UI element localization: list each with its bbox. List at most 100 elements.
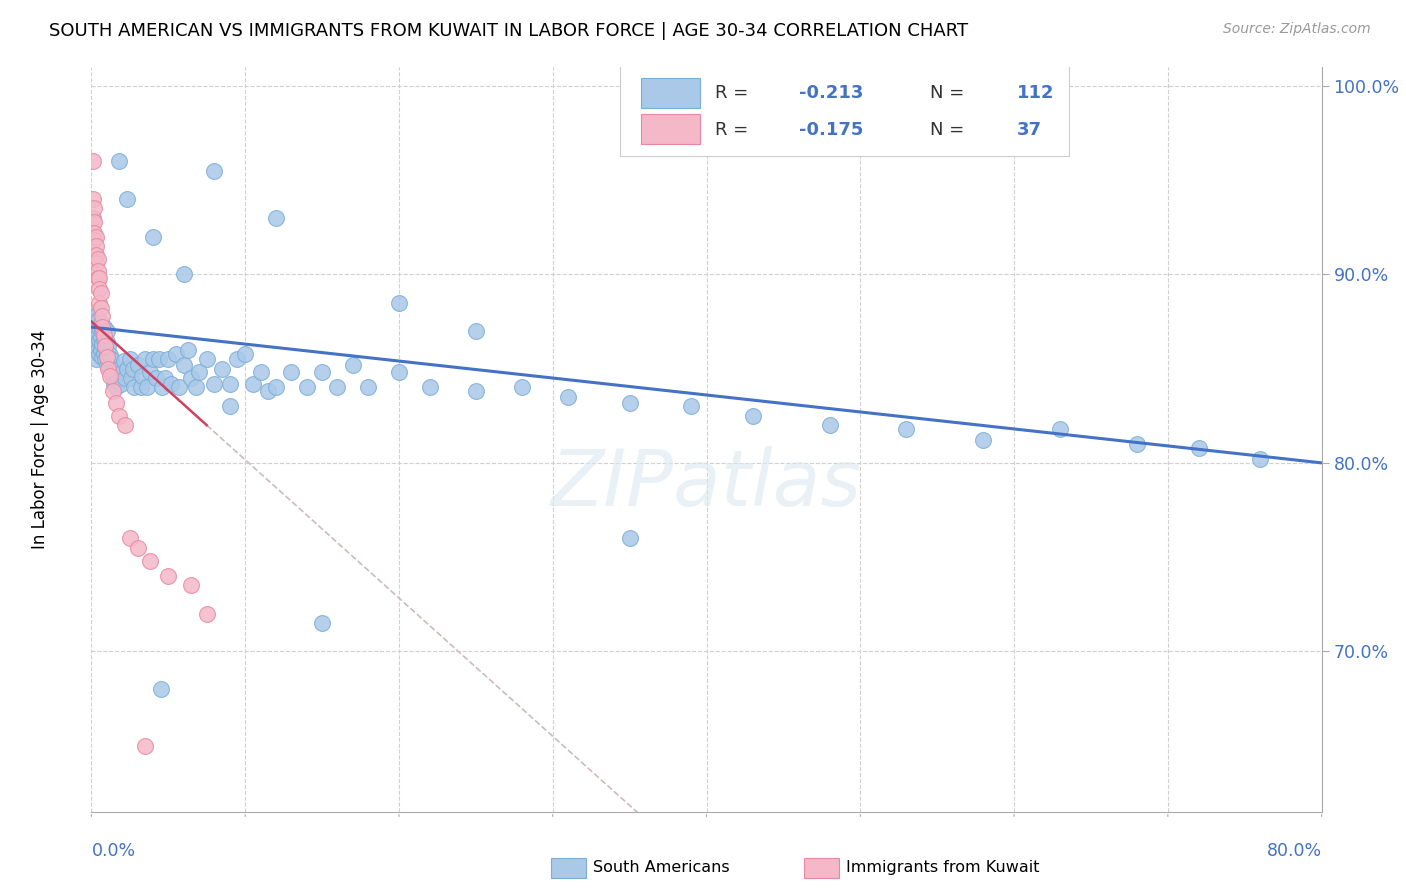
Point xyxy=(257,384,280,399)
Point xyxy=(115,361,138,376)
Point xyxy=(90,343,112,357)
Point xyxy=(896,422,918,436)
Point xyxy=(1049,422,1071,436)
Point xyxy=(87,282,110,296)
Point xyxy=(184,380,207,394)
FancyBboxPatch shape xyxy=(551,858,586,878)
Text: N =: N = xyxy=(931,121,970,139)
Point xyxy=(93,346,115,360)
Text: N =: N = xyxy=(931,84,970,102)
Point xyxy=(741,409,763,423)
Point xyxy=(218,400,240,414)
Point xyxy=(311,365,333,379)
Point xyxy=(120,371,142,385)
Point xyxy=(342,358,364,372)
Point xyxy=(167,380,190,394)
Point xyxy=(510,380,533,394)
Point xyxy=(103,365,125,379)
Point xyxy=(86,263,108,277)
Point xyxy=(82,211,104,225)
Point xyxy=(233,346,256,360)
FancyBboxPatch shape xyxy=(804,858,839,878)
Point xyxy=(84,239,107,253)
Point xyxy=(83,314,105,328)
Point xyxy=(173,268,195,282)
Point xyxy=(114,418,136,433)
Point xyxy=(142,352,165,367)
Point xyxy=(97,339,120,353)
Point xyxy=(98,369,121,384)
Point xyxy=(134,739,156,753)
Point xyxy=(160,376,183,391)
Text: 112: 112 xyxy=(1017,84,1054,102)
Point xyxy=(211,361,233,376)
Point xyxy=(108,361,131,376)
Text: R =: R = xyxy=(716,121,754,139)
Point xyxy=(86,252,108,267)
Point xyxy=(90,329,112,343)
Point xyxy=(86,327,108,342)
Point xyxy=(134,352,156,367)
FancyBboxPatch shape xyxy=(620,63,1070,156)
Point xyxy=(91,324,114,338)
Point xyxy=(90,316,112,330)
Text: Source: ZipAtlas.com: Source: ZipAtlas.com xyxy=(1223,22,1371,37)
Point xyxy=(83,214,105,228)
Point xyxy=(97,352,120,367)
Point xyxy=(180,578,202,592)
Point xyxy=(195,352,218,367)
Point xyxy=(173,358,195,372)
Point xyxy=(94,352,117,367)
Point xyxy=(91,309,114,323)
Point xyxy=(101,384,124,399)
Point xyxy=(1187,441,1209,455)
Point xyxy=(112,354,135,368)
Point xyxy=(357,380,380,394)
Point xyxy=(202,376,225,391)
Point xyxy=(218,376,240,391)
Point xyxy=(96,346,118,360)
Point xyxy=(464,324,486,338)
Point xyxy=(295,380,318,394)
Point xyxy=(619,395,641,409)
Point xyxy=(91,337,114,351)
Text: R =: R = xyxy=(716,84,754,102)
Point xyxy=(103,376,125,391)
Point xyxy=(82,154,104,169)
Point xyxy=(242,376,264,391)
Point xyxy=(96,358,118,372)
Point xyxy=(127,358,149,372)
Point xyxy=(90,301,112,316)
Point xyxy=(90,286,112,301)
Point xyxy=(86,343,108,357)
Point xyxy=(107,371,129,385)
Point xyxy=(122,361,145,376)
Point xyxy=(177,343,200,357)
Point xyxy=(98,361,121,376)
Point xyxy=(118,531,141,545)
Point xyxy=(96,351,118,365)
Point xyxy=(118,352,141,367)
Point xyxy=(98,348,121,362)
Point xyxy=(149,682,172,697)
Point xyxy=(557,390,579,404)
Point xyxy=(124,380,146,394)
Point xyxy=(326,380,349,394)
Text: -0.213: -0.213 xyxy=(799,84,863,102)
Point xyxy=(84,256,107,270)
Point xyxy=(311,616,333,631)
Point xyxy=(108,154,131,169)
Point xyxy=(165,346,187,360)
Point xyxy=(127,541,149,555)
Text: In Labor Force | Age 30-34: In Labor Force | Age 30-34 xyxy=(31,330,49,549)
Point xyxy=(139,365,162,379)
Point xyxy=(139,554,162,568)
Point xyxy=(93,320,115,334)
Point xyxy=(91,351,114,365)
Point xyxy=(280,365,302,379)
Text: SOUTH AMERICAN VS IMMIGRANTS FROM KUWAIT IN LABOR FORCE | AGE 30-34 CORRELATION : SOUTH AMERICAN VS IMMIGRANTS FROM KUWAIT… xyxy=(49,22,969,40)
Point xyxy=(1249,452,1271,467)
Point xyxy=(96,324,118,338)
FancyBboxPatch shape xyxy=(641,78,700,108)
Point xyxy=(135,380,157,394)
